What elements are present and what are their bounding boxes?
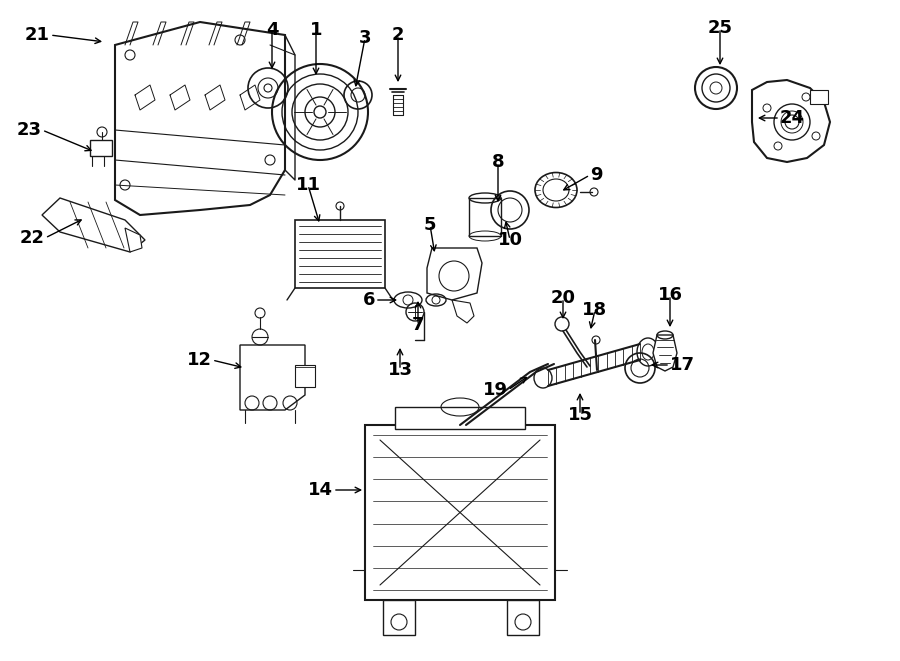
Bar <box>295 365 315 387</box>
Text: 25: 25 <box>707 19 733 37</box>
Text: 12: 12 <box>187 351 212 369</box>
Polygon shape <box>452 300 474 323</box>
Text: 8: 8 <box>491 153 504 171</box>
Text: 19: 19 <box>483 381 508 399</box>
Circle shape <box>314 106 326 118</box>
Text: 18: 18 <box>582 301 608 319</box>
Polygon shape <box>115 22 285 215</box>
Text: 7: 7 <box>412 316 424 334</box>
Text: 23: 23 <box>17 121 42 139</box>
Text: 21: 21 <box>25 26 50 44</box>
Text: 5: 5 <box>424 216 436 234</box>
Bar <box>395 407 525 429</box>
Polygon shape <box>125 228 142 252</box>
Text: 20: 20 <box>551 289 575 307</box>
Text: 13: 13 <box>388 361 412 379</box>
Ellipse shape <box>710 82 722 94</box>
Text: 4: 4 <box>266 21 278 39</box>
Bar <box>90 140 112 156</box>
Ellipse shape <box>637 338 659 366</box>
Bar <box>507 600 539 635</box>
Polygon shape <box>427 248 482 300</box>
Bar <box>810 90 828 104</box>
Text: 15: 15 <box>568 406 592 424</box>
Bar <box>469 198 501 236</box>
Text: 11: 11 <box>295 176 320 194</box>
Ellipse shape <box>535 173 577 208</box>
Text: 24: 24 <box>780 109 805 127</box>
Polygon shape <box>240 345 305 410</box>
Bar <box>365 425 555 600</box>
Circle shape <box>264 84 272 92</box>
Text: 6: 6 <box>363 291 375 309</box>
Text: 16: 16 <box>658 286 682 304</box>
Polygon shape <box>653 335 677 371</box>
Text: 14: 14 <box>308 481 333 499</box>
Text: 9: 9 <box>590 166 602 184</box>
Bar <box>295 220 385 288</box>
Bar <box>383 600 415 635</box>
Text: 2: 2 <box>392 26 404 44</box>
Text: 17: 17 <box>670 356 695 374</box>
Text: 3: 3 <box>359 29 371 47</box>
Polygon shape <box>42 198 145 252</box>
Text: 22: 22 <box>20 229 45 247</box>
Text: 10: 10 <box>498 231 523 249</box>
Polygon shape <box>752 80 830 162</box>
Text: 1: 1 <box>310 21 322 39</box>
